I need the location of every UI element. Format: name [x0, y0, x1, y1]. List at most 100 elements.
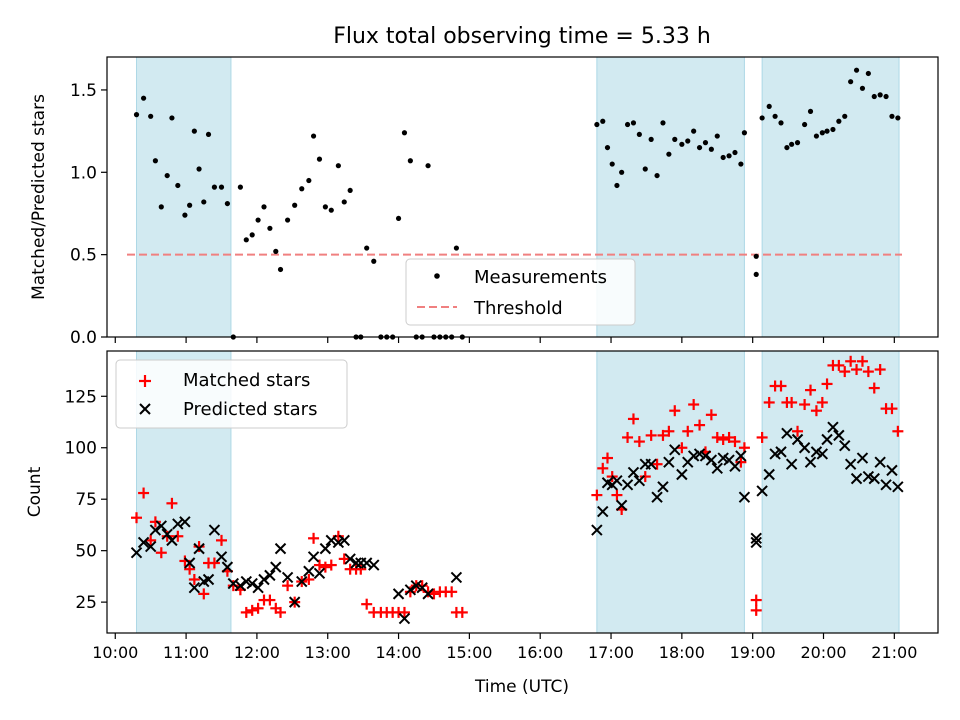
predicted-point	[611, 474, 623, 487]
measurement-point	[836, 118, 842, 124]
predicted-point	[821, 433, 833, 446]
matched-point	[184, 563, 196, 575]
y-tick-label: 25	[75, 593, 97, 613]
matched-point	[275, 606, 287, 618]
predicted-point	[750, 536, 762, 549]
measurement-point	[679, 141, 685, 147]
measurement-point	[277, 266, 284, 273]
predicted-point	[137, 536, 150, 549]
legend-measurements-marker	[434, 273, 440, 279]
measurement-point	[895, 115, 901, 121]
measurement-point	[802, 121, 808, 128]
matched-point	[711, 431, 723, 443]
x-tick-label: 19:00	[730, 643, 776, 662]
measurement-point	[759, 115, 765, 121]
matched-point	[657, 429, 669, 441]
measurement-point	[772, 113, 778, 119]
predicted-point	[368, 559, 380, 571]
predicted-point	[657, 481, 669, 493]
predicted-point	[130, 547, 143, 559]
y-tick-label: 125	[65, 387, 97, 407]
measurement-point	[720, 154, 726, 161]
measurement-point	[255, 217, 261, 223]
matched-point	[786, 396, 798, 408]
y-tick-label: 1.0	[70, 163, 97, 183]
measurement-point	[654, 172, 660, 179]
matched-point	[313, 559, 325, 571]
measurement-point	[753, 271, 759, 278]
predicted-point	[833, 429, 845, 442]
measurement-point	[778, 120, 784, 126]
predicted-point	[398, 612, 411, 625]
legend-measurements-label: Measurements	[474, 267, 607, 288]
x-tick-label: 10:00	[92, 643, 138, 662]
matched-point	[792, 425, 804, 437]
measurement-point	[306, 177, 312, 184]
predicted-point	[615, 499, 628, 512]
matched-point	[805, 384, 817, 396]
legend-matched-marker	[139, 375, 151, 387]
measurement-point	[853, 67, 860, 73]
legend-threshold-label: Threshold	[473, 298, 563, 319]
count-points	[130, 355, 904, 625]
measurement-point	[624, 121, 631, 128]
predicted-point	[215, 551, 228, 563]
matched-point	[398, 606, 410, 618]
x-tick-label: 17:00	[588, 643, 634, 662]
x-axis-label: Time (UTC)	[474, 677, 569, 697]
measurement-point	[726, 153, 732, 159]
predicted-point	[627, 466, 640, 479]
predicted-point	[816, 448, 829, 460]
predicted-point	[155, 520, 168, 532]
predicted-point	[264, 569, 276, 582]
observation-window-3	[761, 56, 900, 338]
predicted-point	[844, 458, 857, 470]
matched-point	[639, 471, 651, 483]
measurement-point	[813, 133, 820, 139]
observation-windows	[136, 56, 900, 338]
matched-point	[821, 378, 833, 390]
predicted-point	[270, 561, 282, 573]
y-tick-label: 0.5	[70, 246, 97, 266]
predicted-point	[781, 427, 793, 440]
matched-point	[282, 580, 294, 592]
matched-point	[645, 429, 657, 441]
predicted-point	[892, 481, 904, 493]
measurement-point	[794, 140, 801, 146]
matched-point	[622, 431, 634, 443]
predicted-point	[227, 577, 240, 590]
x-tick-label: 21:00	[871, 643, 917, 662]
measurement-point	[328, 207, 334, 213]
predicted-point	[676, 468, 688, 481]
measurement-point	[347, 187, 353, 194]
matched-point	[851, 364, 863, 376]
measurement-point	[819, 130, 825, 136]
measurement-point	[453, 245, 459, 251]
predicted-point	[208, 524, 221, 536]
measurement-point	[267, 225, 273, 231]
predicted-point	[711, 462, 723, 475]
measurement-point	[630, 120, 637, 126]
measurement-point	[237, 184, 243, 190]
predicted-point	[234, 579, 247, 592]
x-tick-label: 14:00	[376, 643, 422, 662]
matched-point	[663, 425, 675, 437]
matched-point	[131, 512, 143, 524]
count-legend-box	[115, 359, 348, 429]
predicted-point	[281, 571, 294, 584]
y-tick-label: 75	[75, 490, 97, 510]
matched-point	[705, 409, 717, 421]
predicted-point	[188, 582, 201, 594]
predicted-point	[651, 491, 663, 503]
measurement-point	[883, 93, 889, 100]
ratio-panel-frame	[106, 56, 939, 338]
x-tick-label: 18:00	[659, 643, 705, 662]
measurement-point	[685, 138, 691, 144]
measurement-point	[741, 130, 748, 136]
count-panel-frame	[106, 350, 939, 634]
matched-point	[886, 403, 898, 415]
x-tick-label: 15:00	[446, 643, 492, 662]
matched-point	[717, 434, 729, 446]
predicted-point	[392, 588, 405, 600]
